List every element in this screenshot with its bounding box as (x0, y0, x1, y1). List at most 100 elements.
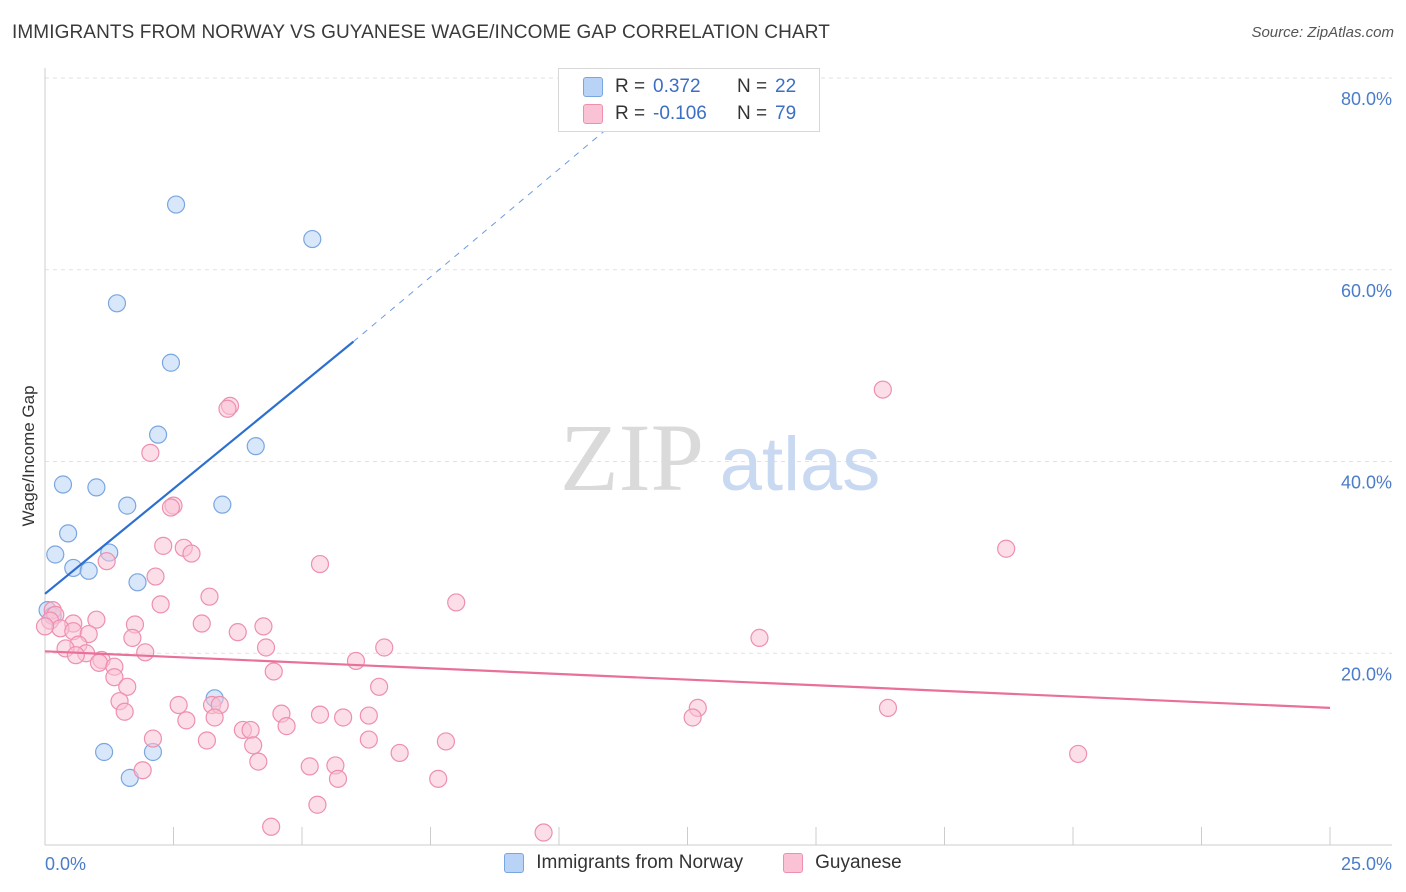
y-tick-label: 60.0% (1341, 281, 1392, 301)
source-label: Source: ZipAtlas.com (1251, 24, 1394, 41)
guyanese-point (878, 698, 898, 717)
guyanese-point (256, 638, 276, 657)
guyanese-point (683, 708, 702, 727)
series-swatch-norway (504, 853, 525, 873)
guyanese-point (154, 536, 173, 555)
guyanese-point (136, 643, 155, 662)
guyanese-point (873, 380, 892, 399)
guyanese-point (264, 662, 283, 681)
guyanese-point (35, 617, 55, 636)
series-legend-item-norway: Immigrants from Norway (504, 852, 743, 874)
series-legend: Immigrants from Norway Guyanese (0, 852, 1406, 874)
guyanese-point (182, 544, 201, 563)
guyanese-point (66, 646, 85, 665)
guyanese-point (244, 736, 263, 755)
guyanese-point (118, 677, 137, 696)
y-tick-label: 20.0% (1341, 664, 1392, 684)
guyanese-trend-line (44, 650, 1331, 709)
guyanese-point (750, 628, 769, 648)
guyanese-point (447, 593, 466, 612)
legend-n-value: 79 (775, 103, 797, 124)
legend-r-label: R = (615, 103, 646, 124)
guyanese-point (346, 651, 366, 671)
legend-swatch-guyanese (583, 104, 603, 124)
guyanese-point (359, 706, 378, 725)
guyanese-point (1069, 744, 1088, 764)
data-points (35, 195, 1088, 842)
norway-point (161, 353, 181, 372)
chart-title: IMMIGRANTS FROM NORWAY VS GUYANESE WAGE/… (12, 22, 830, 43)
trend-lines (44, 125, 1331, 709)
y-tick-label: 80.0% (1341, 89, 1392, 109)
guyanese-point (87, 610, 106, 629)
guyanese-point (370, 677, 389, 696)
guyanese-point (105, 668, 124, 687)
guyanese-point (334, 708, 353, 727)
series-label-norway: Immigrants from Norway (536, 852, 744, 873)
norway-point (118, 496, 137, 515)
legend-n-value: 22 (775, 76, 797, 97)
norway-point (246, 437, 265, 456)
guyanese-point (192, 614, 211, 633)
norway-point (213, 495, 232, 514)
guyanese-point (328, 769, 348, 788)
guyanese-point (205, 708, 224, 727)
guyanese-point (254, 617, 273, 636)
norway-point (79, 561, 98, 580)
watermark-zip: ZIP (560, 404, 704, 511)
watermark-atlas: atlas (720, 422, 881, 507)
guyanese-point (310, 554, 330, 574)
legend-r-value: -0.106 (653, 103, 707, 124)
norway-point (64, 558, 83, 578)
guyanese-point (169, 695, 188, 715)
tick-labels: 20.0% 40.0% 60.0% 80.0% 0.0% 25.0% (45, 89, 1392, 874)
y-tick-label: 40.0% (1341, 473, 1392, 493)
legend-n-label: N = (737, 103, 768, 124)
norway-point (53, 475, 73, 494)
norway-point (166, 195, 186, 214)
guyanese-point (390, 743, 409, 763)
norway-point (303, 229, 322, 249)
guyanese-point (436, 732, 456, 751)
y-axis-label: Wage/Income Gap (19, 385, 38, 526)
guyanese-point (89, 653, 109, 672)
guyanese-point (300, 757, 319, 776)
x-tick-label: 0.0% (45, 854, 86, 874)
norway-point (148, 425, 168, 444)
gridlines (45, 77, 1392, 654)
guyanese-point (241, 720, 260, 740)
guyanese-point (161, 498, 181, 517)
guyanese-point (143, 729, 163, 748)
correlation-legend: R = 0.372 N = 22 R = -0.106 N = 79 (558, 68, 820, 132)
legend-n-label: N = (737, 76, 768, 97)
norway-point (59, 524, 78, 543)
guyanese-point (146, 567, 165, 586)
norway-point (87, 478, 106, 497)
guyanese-point (228, 623, 247, 642)
legend-row-norway: R = 0.372 N = 22 (583, 74, 796, 100)
guyanese-point (197, 731, 217, 750)
norway-point (95, 742, 114, 762)
legend-r-label: R = (615, 76, 646, 97)
guyanese-point (308, 795, 327, 814)
guyanese-point (115, 702, 134, 721)
guyanese-point (534, 823, 553, 842)
guyanese-point (177, 711, 196, 730)
norway-point (107, 294, 127, 313)
guyanese-point (141, 443, 160, 462)
guyanese-point (123, 628, 142, 648)
guyanese-point (310, 705, 330, 724)
guyanese-point (200, 587, 219, 606)
watermark: ZIP atlas (560, 404, 880, 511)
guyanese-point (133, 761, 152, 780)
norway-trend-line-extension (353, 125, 611, 343)
axes (44, 68, 1392, 846)
guyanese-point (375, 638, 394, 657)
guyanese-point (262, 817, 281, 836)
guyanese-point (429, 769, 448, 788)
guyanese-point (218, 399, 237, 418)
guyanese-point (151, 595, 170, 614)
guyanese-point (277, 717, 296, 736)
series-swatch-guyanese (783, 853, 804, 873)
